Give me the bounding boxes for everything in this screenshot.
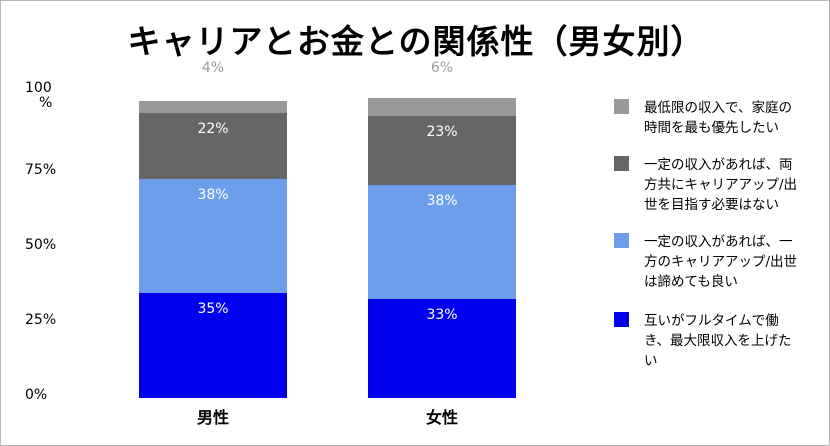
bar-segment <box>139 113 287 179</box>
y-tick-label: 0% <box>25 387 47 403</box>
legend-label: 最低限の収入で、家庭の時間を最も優先したい <box>644 99 792 136</box>
data-label: 22% <box>197 121 228 137</box>
legend-swatch <box>614 233 629 248</box>
bar-segment <box>139 179 287 293</box>
y-tick-label: 25% <box>25 312 56 328</box>
bar-segment <box>368 299 516 398</box>
legend-swatch <box>614 156 629 171</box>
x-category-label: 女性 <box>426 408 458 427</box>
legend-label: 一定の収入があれば、一方のキャリアアップ/出世は諦めても良い <box>644 234 797 290</box>
legend-swatch <box>614 99 629 114</box>
bar-segment <box>368 185 516 299</box>
legend-label: 互いがフルタイムで働き、最大限収入を上げたい <box>644 313 792 369</box>
chart-title: キャリアとお金との関係性（男女別） <box>127 22 705 61</box>
bar-segment <box>139 293 287 398</box>
data-label: 33% <box>426 307 457 323</box>
bar-segment <box>139 101 287 113</box>
x-category-label: 男性 <box>197 408 229 427</box>
y-tick-label: 100% <box>25 80 52 111</box>
legend-label: 一定の収入があれば、両方共にキャリアアップ/出世を目指す必要はない <box>644 157 797 213</box>
legend-swatch <box>614 312 629 327</box>
bar-segment <box>368 116 516 185</box>
data-label: 38% <box>426 193 457 209</box>
y-tick-label: 50% <box>25 237 56 253</box>
y-tick-label: 75% <box>25 162 56 178</box>
data-label: 23% <box>426 124 457 140</box>
data-label: 6% <box>431 60 453 76</box>
data-label: 35% <box>197 301 228 317</box>
data-label: 4% <box>202 60 224 76</box>
data-label: 38% <box>197 187 228 203</box>
bar-segment <box>368 98 516 116</box>
